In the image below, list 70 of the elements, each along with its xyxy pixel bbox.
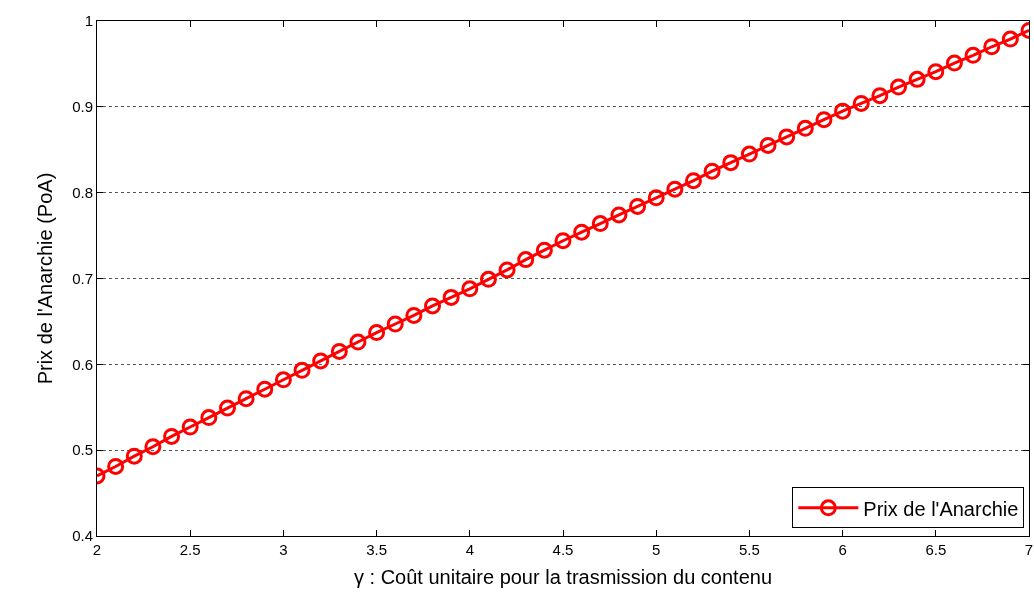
point [312,352,330,370]
x-tick-label: 2.5 [179,541,201,558]
y-tick-label: 0.5 [72,441,93,459]
point [144,438,162,456]
point [759,136,777,154]
point [1001,30,1019,48]
point [964,46,982,64]
point [405,306,423,324]
point [368,324,386,342]
point [237,390,255,408]
point [852,94,870,112]
point [647,189,665,207]
point [517,251,535,269]
point [890,78,908,96]
point [125,447,143,465]
point [461,280,479,298]
point [573,223,591,241]
point [498,261,516,279]
point [983,38,1001,56]
point [163,427,181,445]
point [834,102,852,120]
x-tick-label: 5 [652,541,661,558]
point [386,315,404,333]
point [871,87,889,105]
point [293,361,311,379]
x-tick-label: 5.5 [738,541,760,558]
point [424,297,442,315]
y-tick-label: 0.7 [72,269,93,287]
point [722,154,740,172]
legend-label: Prix de l'Anarchie [863,497,1019,520]
point [218,399,236,417]
point [181,418,199,436]
point [740,145,758,163]
point [815,111,833,129]
x-tick-label: 6.5 [925,541,947,558]
point [330,342,348,360]
point [629,197,647,215]
point [274,371,292,389]
x-tick-label: 6 [838,541,847,558]
point [349,333,367,351]
point [927,63,945,81]
x-tick-label: 4 [465,541,474,558]
y-axis-title: Prix de l'Anarchie (PoA) [33,172,56,385]
y-tick-label: 0.9 [72,98,93,116]
point [200,409,218,427]
y-tick-label: 0.8 [72,183,93,201]
point [908,70,926,88]
point [554,232,572,250]
point [778,128,796,146]
x-axis-title: γ : Coût unitaire pour la trasmission du contenu [354,565,772,588]
x-tick-label: 2 [92,541,102,558]
point [479,270,497,288]
point [107,457,125,475]
y-tick-label: 0.6 [72,355,93,373]
point [610,206,628,224]
point [796,119,814,137]
y-tick-label: 0.4 [72,527,93,545]
point [703,162,721,180]
point [684,172,702,190]
x-tick-label: 3 [279,541,288,558]
y-tick-label: 1 [84,12,93,30]
point [591,215,609,233]
point [666,180,684,198]
x-tick-label: 7 [1024,541,1034,558]
point [442,288,460,306]
point [945,54,963,72]
point [535,241,553,259]
x-tick-label: 4.5 [552,541,574,558]
x-tick-label: 3.5 [366,541,388,558]
point [256,380,274,398]
